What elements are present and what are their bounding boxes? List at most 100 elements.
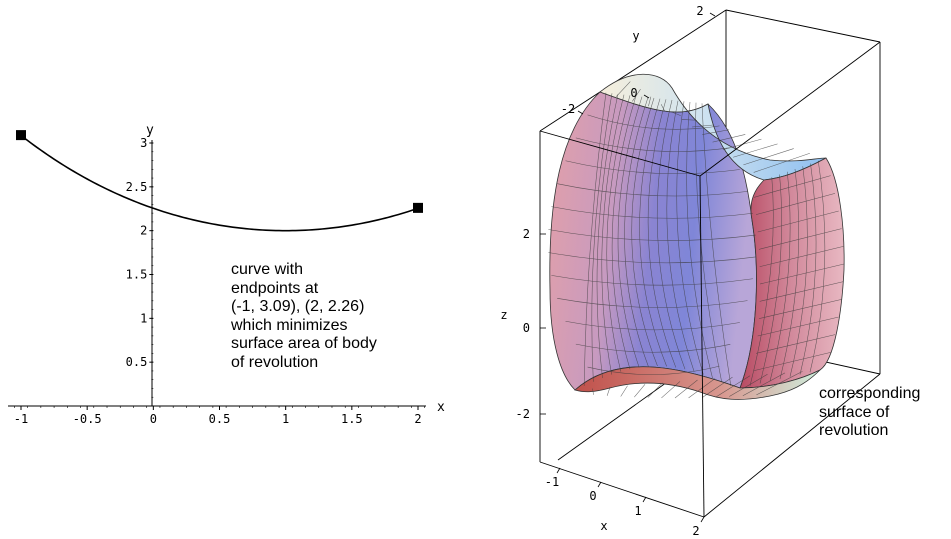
curve-plot: -1 -0.5 0 0.5 1 1.5 2 0.5 1 1.5 2 2.5 3 x y xyxy=(8,123,445,426)
surface-mesh-line xyxy=(681,119,697,121)
surface-mesh-line xyxy=(591,93,613,382)
surface-mesh-line xyxy=(557,298,748,308)
surface-annotation-line: revolution xyxy=(819,422,889,439)
y-tick-label-3d: 2 xyxy=(696,4,703,18)
surface-mesh-line xyxy=(759,174,782,384)
z-tick-label-3d: -2 xyxy=(516,407,530,421)
y-axis-label-3d: y xyxy=(632,29,639,43)
surface-mesh-line xyxy=(758,299,842,319)
surface-mesh-line xyxy=(592,388,594,395)
surface-mesh-line xyxy=(656,99,686,370)
surface-mesh-line xyxy=(565,320,740,331)
surface-mesh-line xyxy=(634,384,646,398)
y-axis-label: y xyxy=(146,123,154,138)
curve-annotation-line: surface area of body xyxy=(231,335,377,352)
surface-mesh-line xyxy=(631,97,658,367)
surface-mesh-line xyxy=(647,99,677,368)
surface-annotation-line: corresponding xyxy=(819,385,921,402)
bounding-box-front xyxy=(539,41,881,518)
surface-mesh-line xyxy=(676,101,704,375)
surface-mesh-line xyxy=(759,281,844,302)
x-tick-label-3d: 0 xyxy=(589,489,596,503)
surface-mesh-line xyxy=(620,385,628,397)
surface-mesh-line xyxy=(674,379,698,399)
z-axis-label-3d: z xyxy=(500,308,507,322)
z-tick-label-3d: 0 xyxy=(523,321,530,335)
x-tick-label: 1 xyxy=(282,412,289,426)
curve-annotation-line: (-1, 3.09), (2, 2.26) xyxy=(231,298,365,315)
surface-mesh-line xyxy=(779,168,799,380)
minimal-surface-curve xyxy=(20,134,419,232)
surface-mesh-line xyxy=(757,316,839,337)
surface-annotation: corresponding surface of revolution xyxy=(819,385,920,441)
y-tick-label: 2.5 xyxy=(126,180,148,194)
x-tick-label-3d: 2 xyxy=(692,524,699,538)
x-tick-3d xyxy=(597,481,602,488)
curve-annotation-line: of revolution xyxy=(231,353,319,371)
surface-mesh-line xyxy=(712,134,746,143)
surface-mesh-line xyxy=(587,365,720,375)
y-tick-label-3d: 0 xyxy=(630,86,637,100)
surface-mesh-line xyxy=(701,103,732,386)
curve-annotation-line: curve with xyxy=(231,261,304,278)
surface-mesh-line xyxy=(754,352,831,371)
surface-mesh-line xyxy=(691,124,714,128)
x-tick-label: 0.5 xyxy=(209,412,231,426)
surface-mesh-line xyxy=(615,81,631,97)
surface-mesh-line xyxy=(551,275,753,286)
surface-mesh-line xyxy=(660,104,665,111)
surface-mesh-line xyxy=(729,374,768,397)
surface-plot: -1 0 1 2 x 0 -2 2 y 2 0 -2 z xyxy=(500,4,881,538)
curve-annotation: curve with endpoints at (-1, 3.09), (2, … xyxy=(231,261,377,372)
x-tick-label-3d: -1 xyxy=(545,475,559,489)
surface-mesh-line xyxy=(759,246,844,267)
surface-mesh-line xyxy=(715,375,751,398)
y-tick-label: 2 xyxy=(140,224,147,238)
surface-annotation-line: surface of xyxy=(819,403,890,421)
surface-mesh-line xyxy=(755,334,836,354)
surface-mesh-line xyxy=(743,148,794,166)
surface-mesh-line xyxy=(617,96,643,368)
surface-mesh-line xyxy=(557,183,748,197)
x-tick-3d xyxy=(556,467,561,474)
surface-mesh-line xyxy=(758,228,842,250)
y-tick-label: 0.5 xyxy=(126,355,148,369)
surface-mesh-line xyxy=(548,229,756,241)
surface-mesh-line xyxy=(575,343,731,353)
y-tick-label: 3 xyxy=(140,136,147,150)
surface-mesh-line xyxy=(799,163,817,375)
y-tick-label: 1.5 xyxy=(126,268,148,282)
surface-mesh-line xyxy=(749,177,774,386)
surface-mesh-line xyxy=(702,129,730,135)
curve-annotation-line: which minimizes xyxy=(231,316,348,334)
y-tick-label: 1 xyxy=(140,311,147,325)
curve-annotation-line: endpoints at xyxy=(231,279,319,297)
surface-mesh-line xyxy=(742,372,786,396)
x-axis-label: x xyxy=(437,400,445,415)
surface-mesh-line xyxy=(756,371,803,396)
surface-mesh-line xyxy=(753,175,831,198)
surface-mesh-line xyxy=(753,153,810,173)
y-tick-3d xyxy=(709,12,716,17)
surface-mesh-line xyxy=(755,193,836,215)
curve-endpoint-marker xyxy=(16,130,26,141)
revolution-surface xyxy=(548,73,845,400)
surface-mesh-line xyxy=(769,171,791,382)
surface-mesh-line xyxy=(565,160,740,175)
x-tick-3d xyxy=(642,496,647,503)
y-tick-label-3d: -2 xyxy=(561,102,575,116)
curve-endpoint-marker xyxy=(413,202,423,213)
surface-mesh-line xyxy=(606,95,631,372)
surface-mesh-line xyxy=(671,111,681,116)
surface-mesh-line xyxy=(624,97,649,367)
y-tick-3d xyxy=(643,94,650,99)
surface-mesh-line xyxy=(666,100,695,372)
surface-mesh-line xyxy=(587,114,720,130)
x-tick-label-3d: 1 xyxy=(634,504,641,518)
surface-mesh-line xyxy=(733,143,778,158)
y-tick-3d xyxy=(577,110,584,115)
surface-mesh-line xyxy=(551,206,753,219)
surface-mesh-line xyxy=(548,252,756,264)
surface-mesh-line xyxy=(789,166,808,377)
